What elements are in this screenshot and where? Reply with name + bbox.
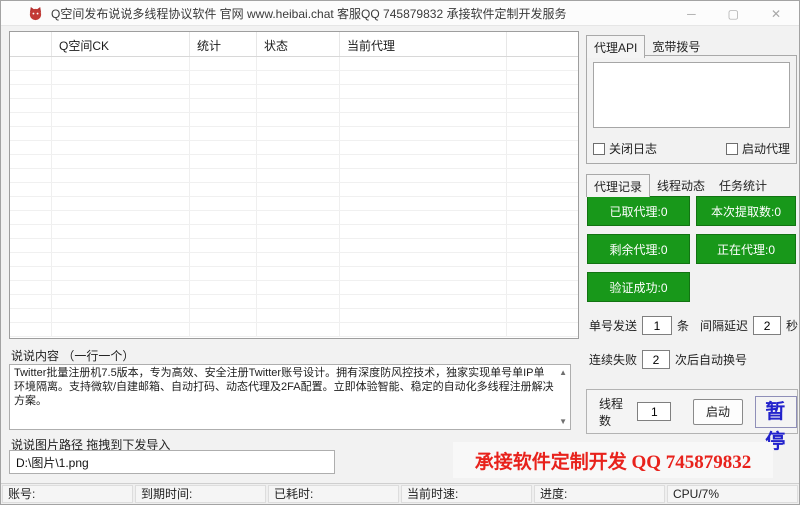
status-cell-1: 到期时间: <box>135 485 266 503</box>
table-row[interactable] <box>10 323 578 337</box>
table-header-cell-2[interactable]: 统计 <box>190 32 257 56</box>
proxy-tab-1[interactable]: 宽带拨号 <box>652 40 701 54</box>
table-row[interactable] <box>10 267 578 281</box>
table-row[interactable] <box>10 57 578 71</box>
scroll-up-icon[interactable]: ▲ <box>559 368 567 377</box>
checkbox-label: 关闭日志 <box>609 142 658 156</box>
window-controls: ─ ▢ ✕ <box>687 1 781 26</box>
checkbox-icon[interactable] <box>725 142 738 155</box>
stats-tabs: 代理记录 线程动态 任务统计 <box>586 174 774 197</box>
table-row[interactable] <box>10 183 578 197</box>
table-row[interactable] <box>10 309 578 323</box>
table-row[interactable] <box>10 239 578 253</box>
stats-tab-0[interactable]: 代理记录 <box>586 174 651 197</box>
status-bar: 账号: 到期时间: 已耗时: 当前时速: 进度: CPU/7% <box>1 483 799 504</box>
stat-button-1[interactable]: 本次提取数:0 <box>696 196 796 226</box>
checkbox-label: 启动代理 <box>741 142 790 156</box>
app-icon <box>29 6 42 20</box>
promo-banner: 承接软件定制开发 QQ 745879832 <box>453 442 773 478</box>
table-row[interactable] <box>10 71 578 85</box>
fail-label: 连续失败 <box>589 353 638 367</box>
table-row[interactable] <box>10 225 578 239</box>
table-header-cell-4[interactable]: 当前代理 <box>340 32 507 56</box>
main-area: Q空间CK 统计 状态 当前代理 代理API 宽带拨号 关闭日志 启动代理 代理记录 线程动… <box>1 26 799 504</box>
table-row[interactable] <box>10 281 578 295</box>
stat-button-3[interactable]: 正在代理:0 <box>696 234 796 264</box>
table-row[interactable] <box>10 99 578 113</box>
table-row[interactable] <box>10 197 578 211</box>
table-row[interactable] <box>10 141 578 155</box>
status-cell-0: 账号: <box>2 485 133 503</box>
start-button[interactable]: 启动 <box>693 398 743 425</box>
table-header-cell-0[interactable] <box>10 32 52 56</box>
scroll-down-icon[interactable]: ▼ <box>559 417 567 426</box>
checkbox-1[interactable]: 启动代理 <box>725 140 790 157</box>
table-row[interactable] <box>10 295 578 309</box>
status-cell-3: 当前时速: <box>401 485 532 503</box>
content-textarea[interactable]: Twitter批量注册机7.5版本，专为高效、安全注册Twitter账号设计。拥… <box>14 367 554 407</box>
maximize-icon[interactable]: ▢ <box>727 6 739 21</box>
status-cell-4: 进度: <box>534 485 665 503</box>
proxy-api-input[interactable] <box>593 62 790 128</box>
proxy-checkboxes: 关闭日志 启动代理 <box>593 140 790 157</box>
image-path-input[interactable] <box>9 450 335 474</box>
per-account-input[interactable] <box>642 316 673 335</box>
checkbox-0[interactable]: 关闭日志 <box>593 140 657 157</box>
stats-buttons: 已取代理:0 本次提取数:0 剩余代理:0 正在代理:0 验证成功:0 <box>587 196 799 302</box>
proxy-tabs: 代理API 宽带拨号 <box>586 35 707 58</box>
status-cell-2: 已耗时: <box>268 485 399 503</box>
accounts-table: Q空间CK 统计 状态 当前代理 <box>9 31 579 339</box>
table-header-cell-3[interactable]: 状态 <box>257 32 340 56</box>
table-row[interactable] <box>10 113 578 127</box>
per-account-label: 单号发送 <box>589 319 638 333</box>
checkbox-icon[interactable] <box>593 142 605 155</box>
content-textarea-wrap[interactable]: Twitter批量注册机7.5版本，专为高效、安全注册Twitter账号设计。拥… <box>9 364 571 430</box>
pause-button[interactable]: 暂停 <box>754 395 797 453</box>
table-row[interactable] <box>10 155 578 169</box>
close-icon[interactable]: ✕ <box>770 6 781 21</box>
fail-count-input[interactable] <box>642 350 671 369</box>
table-row[interactable] <box>10 85 578 99</box>
minimize-icon[interactable]: ─ <box>687 6 696 21</box>
title-bar: Q空间发布说说多线程协议软件 官网 www.heibai.chat 客服QQ 7… <box>1 1 799 26</box>
stats-tab-1[interactable]: 线程动态 <box>657 179 706 193</box>
interval-input[interactable] <box>753 316 782 335</box>
stats-tab-2[interactable]: 任务统计 <box>719 179 768 193</box>
stat-button-0[interactable]: 已取代理:0 <box>587 196 690 226</box>
threads-input[interactable] <box>637 402 672 421</box>
table-header-row: Q空间CK 统计 状态 当前代理 <box>10 32 578 57</box>
table-header-cell-1[interactable]: Q空间CK <box>52 32 190 56</box>
send-settings-row: 单号发送 条 间隔延迟 秒 <box>589 316 798 335</box>
table-row[interactable] <box>10 169 578 183</box>
fail-switch-row: 连续失败 次后自动换号 <box>589 350 747 369</box>
window-title: Q空间发布说说多线程协议软件 官网 www.heibai.chat 客服QQ 7… <box>51 6 567 21</box>
fail-suffix: 次后自动换号 <box>675 353 748 367</box>
table-header-cell-5[interactable] <box>507 32 578 56</box>
run-controls-box: 线程数 启动 暂停 <box>586 389 798 453</box>
proxy-panel: 关闭日志 启动代理 <box>586 55 797 164</box>
stat-button-2[interactable]: 剩余代理:0 <box>587 234 690 264</box>
threads-label: 线程数 <box>599 396 624 428</box>
table-row[interactable] <box>10 253 578 267</box>
content-label: 说说内容 （一行一个） <box>11 349 135 363</box>
stat-button-4[interactable]: 验证成功:0 <box>587 272 690 302</box>
interval-label: 间隔延迟 <box>700 319 749 333</box>
table-row[interactable] <box>10 127 578 141</box>
per-account-unit: 条 <box>677 319 690 333</box>
image-path-label: 说说图片路径 拖拽到下发导入 <box>11 438 171 452</box>
status-cell-5: CPU/7% <box>667 485 798 503</box>
proxy-tab-0[interactable]: 代理API <box>586 35 646 58</box>
table-body <box>10 57 578 338</box>
table-row[interactable] <box>10 211 578 225</box>
interval-unit: 秒 <box>786 319 799 333</box>
